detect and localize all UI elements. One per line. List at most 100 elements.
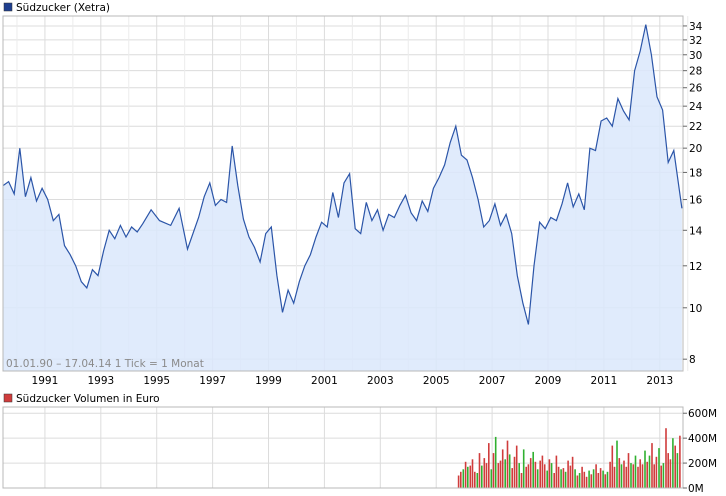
date-x-tick-label: 2003 [367,375,394,387]
volume-bar [667,453,669,488]
volume-bar [476,473,479,488]
volume-bar [501,449,504,488]
price-area-fill [3,24,682,371]
volume-bar [665,428,667,488]
volume-bar [574,469,576,488]
date-x-tick-label: 2009 [535,375,562,387]
date-x-tick-label: 1993 [87,375,114,387]
price-panel-frame [2,15,684,372]
price-y-tick-label: 26 [689,83,703,95]
volume-bar [672,438,674,488]
volume-bar [625,466,628,488]
volume-bar [669,459,672,488]
date-x-tick-label: 2013 [646,375,673,387]
volume-bar [602,470,604,488]
volume-bar [630,463,632,488]
date-x-tick-label: 2001 [311,375,338,387]
volume-bar [613,466,616,488]
volume-bar [467,466,469,488]
volume-bar [616,440,618,488]
volume-bars [457,428,681,488]
volume-bar [504,459,506,488]
volume-bar [588,470,590,488]
date-x-tick-label: 1991 [32,375,59,387]
volume-bar [571,456,574,488]
price-y-tick-label: 28 [689,66,702,78]
date-x-tick-label: 2005 [423,375,450,387]
volume-bar [474,471,476,488]
volume-bar [632,464,635,488]
volume-bar [555,455,558,488]
volume-bar [534,461,537,488]
volume-bar [497,463,500,488]
price-y-tick-label: 24 [689,101,703,113]
volume-bar [499,460,502,488]
volume-bar [518,463,520,488]
volume-bar [557,466,560,488]
price-y-tick-label: 10 [689,303,702,315]
volume-bar [460,471,462,488]
price-legend-swatch [3,2,13,12]
volume-bar [546,470,548,488]
volume-bar [620,464,623,488]
price-y-tick-label: 34 [689,21,703,33]
volume-bar [576,475,579,488]
volume-bar [529,458,532,488]
volume-grid [3,407,683,489]
volume-bar [644,450,646,488]
volume-bar [560,469,562,488]
volume-bar [599,468,602,488]
volume-bar [483,458,486,488]
volume-y-tick-label: 400M [688,433,717,445]
volume-bar [583,471,586,488]
volume-bar [590,474,593,488]
volume-y-axis: 0M 200M 400M 600M [683,408,717,495]
volume-bar [651,443,653,488]
volume-bar [606,471,609,488]
date-x-tick-label: 1995 [143,375,170,387]
volume-bar [618,458,621,488]
volume-bar [457,475,460,488]
price-y-axis: 8 10 12 14 16 18 20 22 24 26 28 30 32 34 [683,21,703,366]
price-y-tick-label: 16 [689,195,703,207]
volume-bar [679,435,681,488]
volume-bar [585,476,588,488]
price-y-tick-label: 8 [689,354,696,366]
volume-bar [658,448,660,488]
volume-bar [595,464,597,488]
volume-bar [548,459,551,488]
volume-bar [490,469,493,488]
volume-bar [592,469,595,488]
volume-bar [646,461,648,488]
volume-bar [541,455,544,488]
volume-panel-frame [2,406,684,489]
volume-bar [639,459,641,488]
volume-bar [532,451,534,488]
price-y-tick-label: 14 [689,225,703,237]
volume-bar [485,463,488,488]
volume-bar [637,466,639,488]
volume-y-tick-label: 0M [688,483,704,495]
volume-bar [462,469,465,488]
volume-bar [527,464,530,488]
volume-bar [550,463,553,488]
volume-bar [611,445,614,488]
price-y-tick-label: 30 [689,50,702,62]
volume-bar [597,473,600,488]
volume-bar [515,445,518,488]
volume-bar [604,474,607,488]
volume-legend-label: Südzucker Volumen in Euro [16,393,160,405]
volume-bar [488,443,490,488]
price-line [2,24,683,325]
period-footer: 01.01.90 – 17.04.14 1 Tick = 1 Monat [6,358,204,370]
date-x-tick-label: 2011 [591,375,618,387]
volume-bar [553,473,555,488]
price-legend-label: Südzucker (Xetra) [16,2,110,14]
volume-y-tick-label: 200M [688,458,717,470]
volume-bar [648,455,651,488]
volume-bar [569,465,572,488]
volume-bar [564,471,567,488]
price-y-tick-label: 22 [689,121,702,133]
